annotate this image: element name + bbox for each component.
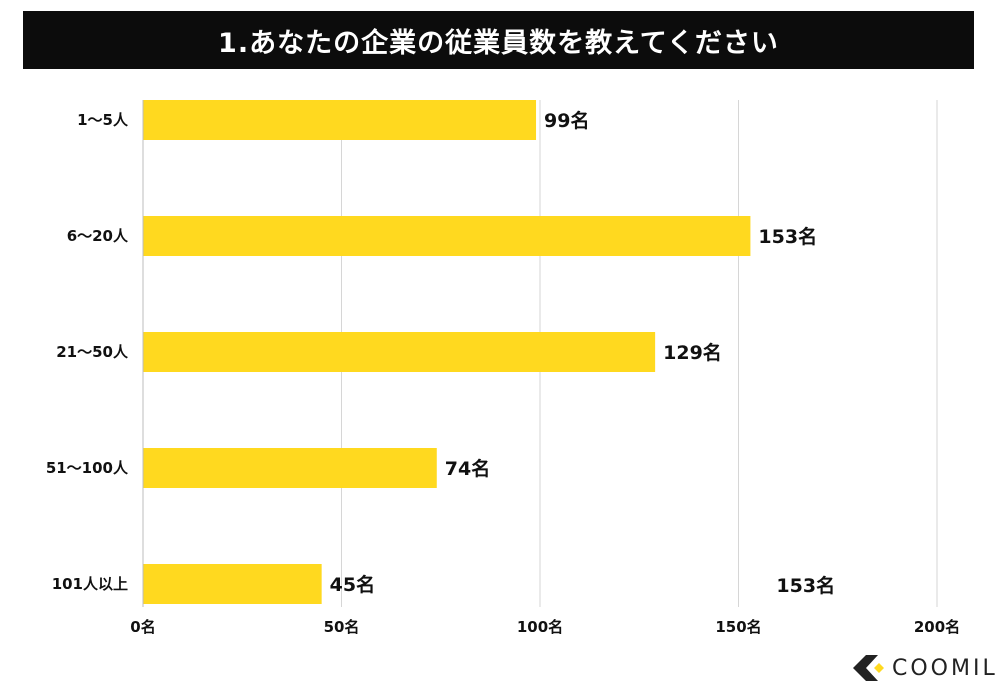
bar-4 [143,564,322,604]
category-label-3: 51〜100人 [46,459,129,477]
value-label-4: 45名 [330,573,375,596]
bar-0 [143,100,537,140]
x-tick-label-3: 150名 [715,618,761,636]
value-label-1: 153名 [758,225,817,248]
x-tick-label-0: 0名 [130,618,155,636]
bar-3 [143,448,437,488]
x-tick-label-4: 200名 [914,618,960,636]
category-label-0: 1〜5人 [77,111,129,129]
coomil-logo-icon [853,655,884,681]
bar-2 [143,332,656,372]
brand-name: COOMIL [892,655,998,681]
value-label-0: 99名 [544,109,589,132]
brand-logo: COOMIL [852,653,998,683]
category-label-1: 6〜20人 [67,227,129,245]
category-label-2: 21〜50人 [56,343,129,361]
chart-title: 1.あなたの企業の従業員数を教えてください [23,11,974,69]
value-label-2: 129名 [663,341,722,364]
extra-annotation: 153名 [776,574,835,597]
x-tick-label-2: 100名 [517,618,563,636]
bar-1 [143,216,751,256]
category-label-4: 101人以上 [52,575,128,593]
x-tick-label-1: 50名 [324,618,360,636]
value-label-3: 74名 [445,457,490,480]
